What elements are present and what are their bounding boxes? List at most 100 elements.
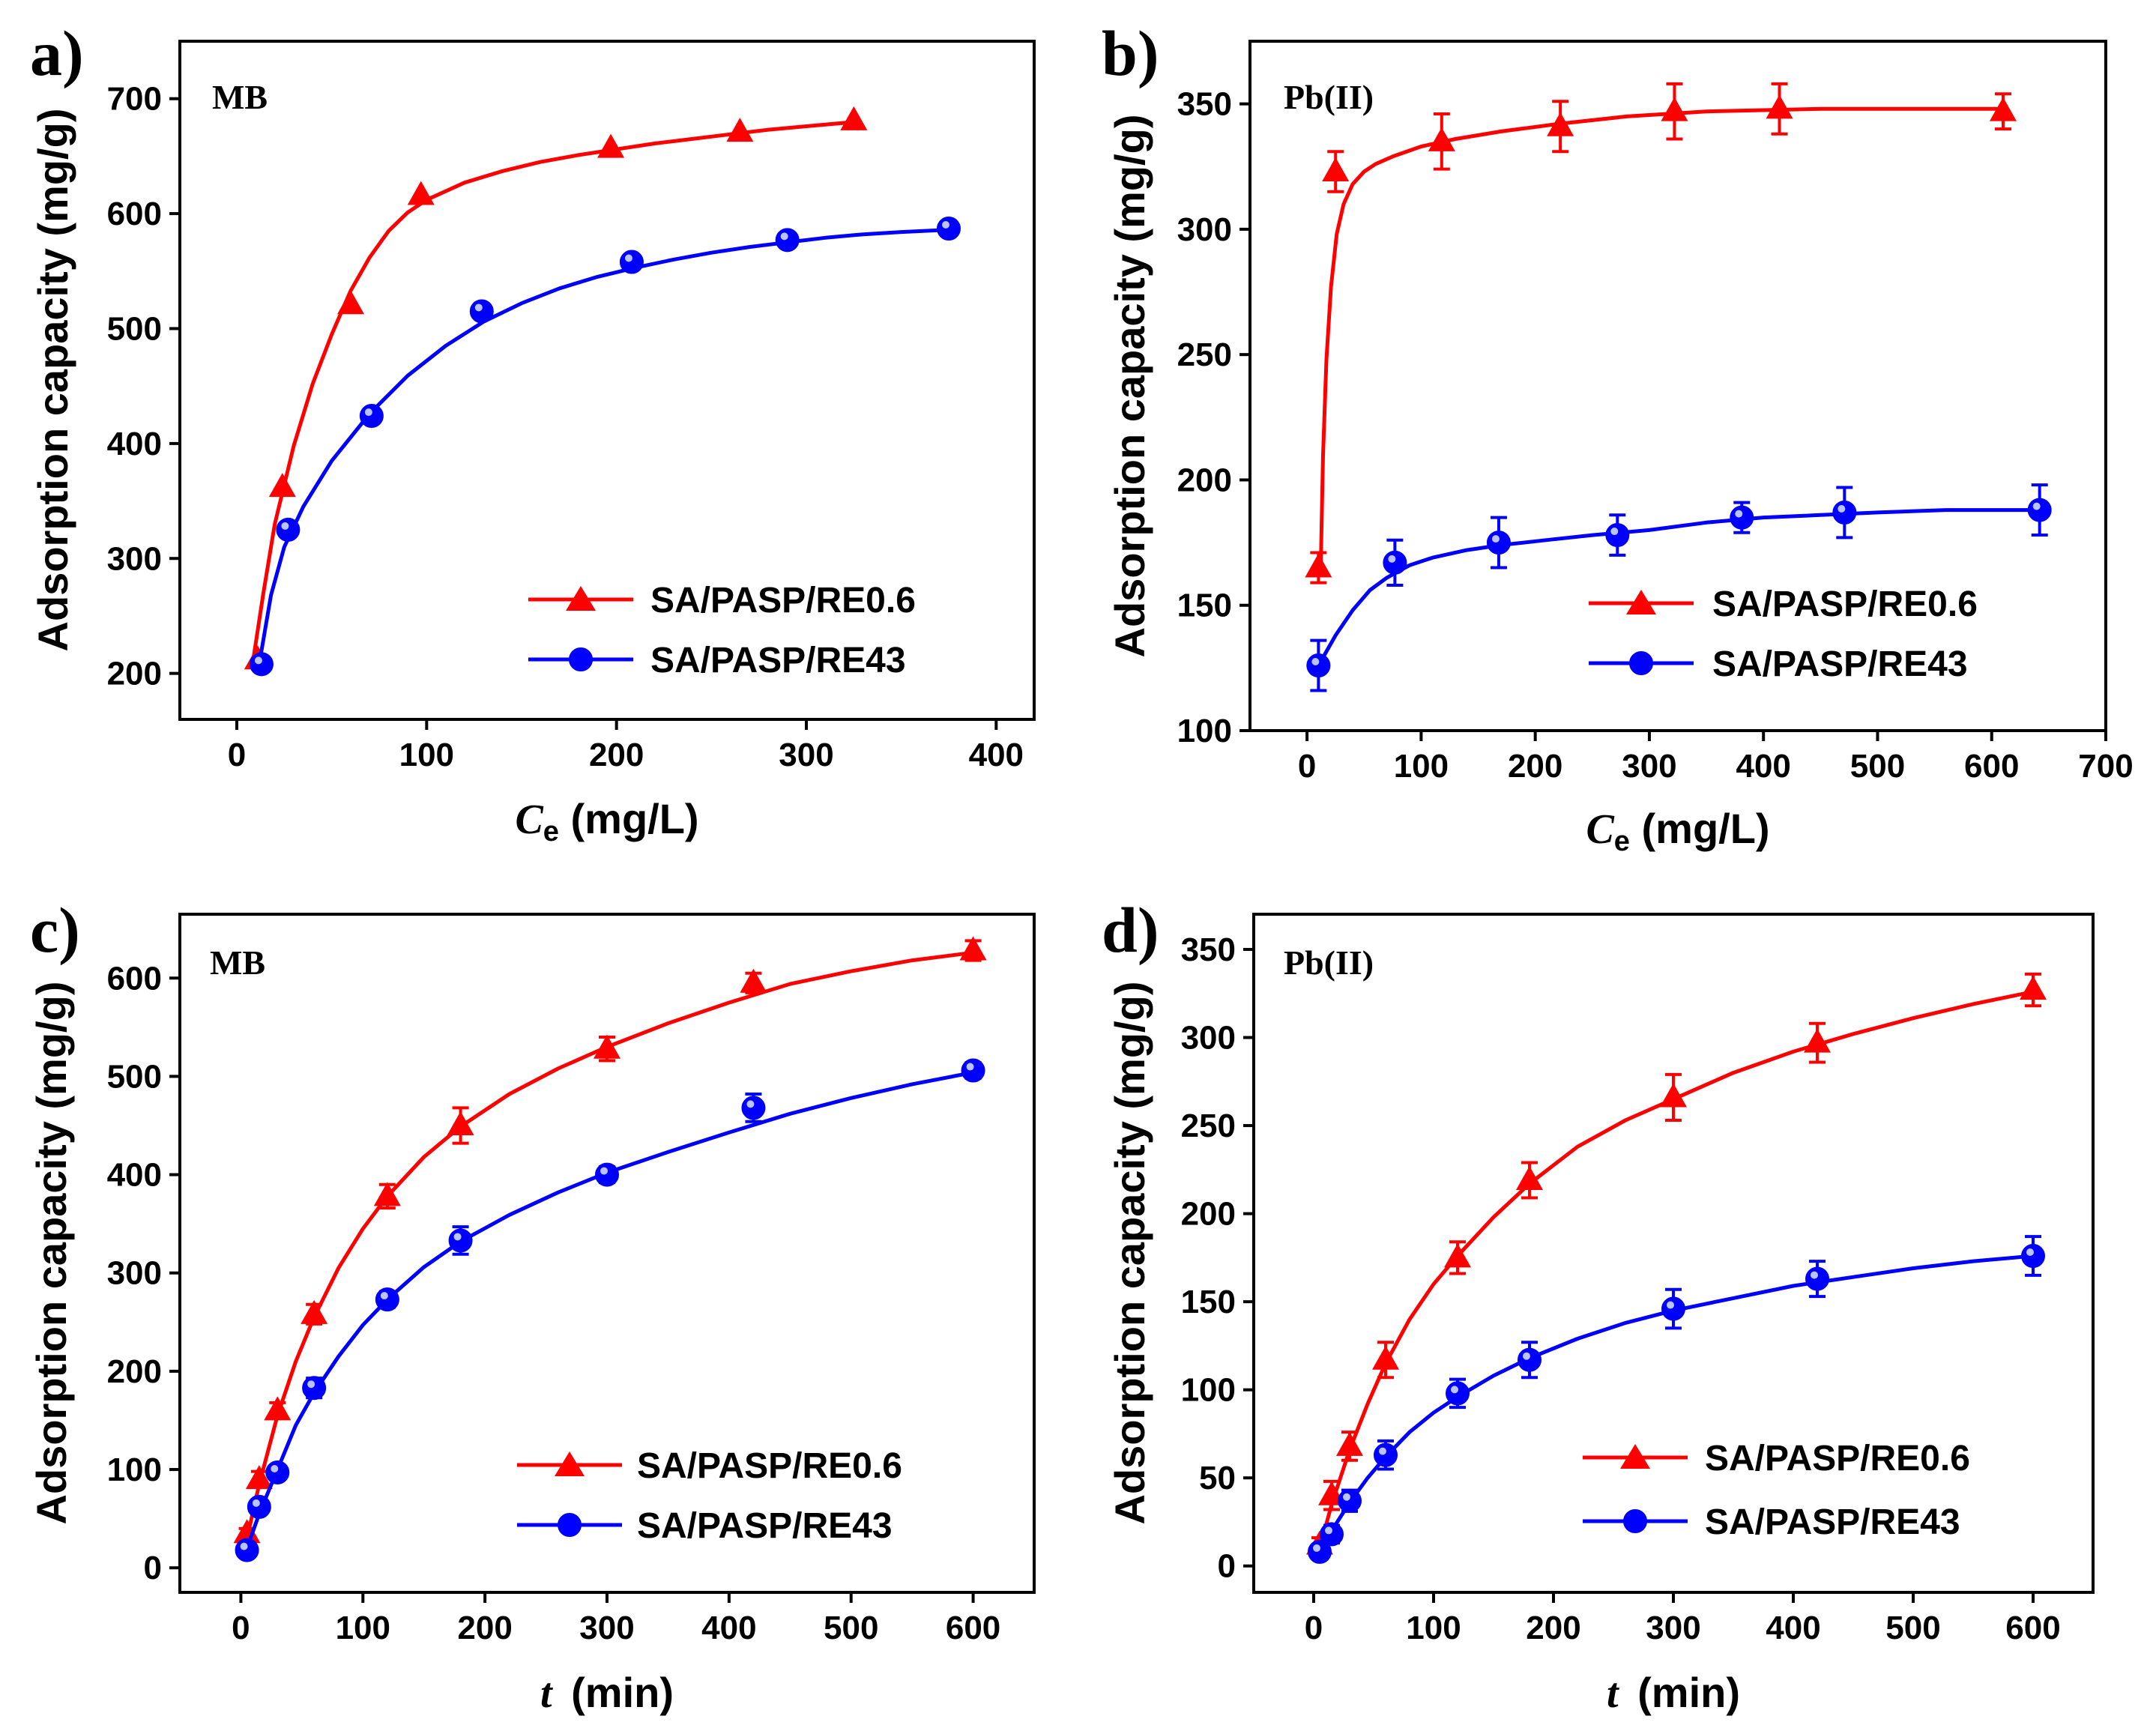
panel-c-data-point-re43 — [375, 1287, 399, 1312]
panel-b-data-point-re06 — [1305, 553, 1332, 578]
panel-c-data-point-re06 — [594, 1034, 620, 1059]
panel-b-data-point-re43 — [1730, 505, 1754, 530]
panel-b-legend-label-re06: SA/PASP/RE0.6 — [1712, 584, 1978, 624]
panel-d-data-point-re06 — [1516, 1165, 1543, 1190]
panel-c-legend-circle-marker — [558, 1513, 582, 1537]
panel-d-letter: d) — [1102, 894, 1159, 966]
panel-d-data-point-highlight-re43 — [1451, 1386, 1458, 1394]
panel-a-data-point-highlight-re43 — [780, 232, 788, 241]
panel-a-legend-label-re06: SA/PASP/RE0.6 — [650, 581, 916, 620]
panel-d-data-point-highlight-re43 — [2026, 1248, 2034, 1257]
panel-c-x-tick-label: 500 — [824, 1610, 878, 1646]
panel-a-y-tick-label: 500 — [107, 310, 162, 347]
panel-b-x-tick-label: 600 — [1964, 748, 2019, 785]
panel-c-y-tick-label: 600 — [107, 960, 162, 997]
panel-d-x-tick-label: 200 — [1526, 1610, 1580, 1646]
panel-d-y-tick-label: 100 — [1181, 1372, 1236, 1409]
panel-d-data-point-highlight-re43 — [1379, 1447, 1386, 1455]
panel-a-data-point-re43 — [249, 652, 274, 677]
panel-c-x-tick-label: 600 — [946, 1610, 1000, 1646]
panel-b-data-point-re06 — [1428, 127, 1455, 151]
panel-d-data-point-re06 — [1804, 1028, 1831, 1053]
panel-a-data-point-re06 — [407, 181, 435, 205]
panel-d-legend-label-re43: SA/PASP/RE43 — [1705, 1502, 1960, 1542]
panel-a-data-point-highlight-re43 — [281, 522, 289, 530]
panel-a-data-point-re43 — [359, 404, 384, 429]
panel-d-data-point-re06 — [1372, 1345, 1399, 1370]
panel-c-legend-label-re06: SA/PASP/RE0.6 — [637, 1446, 902, 1486]
panel-b-x-tick-label: 300 — [1622, 748, 1676, 785]
panel-a-data-point-re06 — [337, 290, 364, 315]
panel-b-data-point-re43 — [1605, 523, 1630, 548]
panel-c-data-point-highlight-re43 — [271, 1464, 279, 1472]
panel-a-x-axis-symbol: C — [515, 797, 543, 843]
panel-c-y-tick-label: 200 — [107, 1353, 162, 1390]
panel-c-data-point-re06 — [301, 1299, 328, 1324]
panel-c-x-tick-label: 300 — [579, 1610, 634, 1646]
panel-d-data-point-re43 — [1320, 1522, 1344, 1547]
panel-d-x-tick-label: 400 — [1766, 1610, 1820, 1646]
panel-b-data-point-highlight-re43 — [1838, 504, 1846, 513]
panel-c-x-axis-unit: (min) — [560, 1669, 674, 1716]
panel-c-data-point-highlight-re43 — [746, 1100, 755, 1108]
panel-b-fit-curve-re43 — [1317, 508, 2040, 667]
panel-a-data-point-re06 — [597, 133, 625, 158]
panel-b-data-point-re06 — [1766, 94, 1793, 119]
panel-b-y-tick-label: 250 — [1177, 336, 1232, 373]
panel-b-data-point-highlight-re43 — [2032, 502, 2041, 510]
panel-a-legend: SA/PASP/RE0.6 SA/PASP/RE43 — [528, 581, 916, 680]
panel-d-legend-label-re06: SA/PASP/RE0.6 — [1705, 1439, 1970, 1478]
panel-a-x-axis-unit: (mg/L) — [559, 795, 699, 842]
panel-a-y-tick-label: 600 — [107, 196, 162, 232]
panel-b-data-point-re43 — [1486, 531, 1511, 555]
panel-a-y-tick-label: 200 — [107, 656, 162, 692]
panel-b-data-point-re43 — [1383, 550, 1407, 575]
panel-d-data-point-re06 — [1660, 1083, 1687, 1108]
panel-a-x-tick-label: 300 — [779, 737, 833, 773]
panel-c-data-point-re43 — [448, 1228, 473, 1253]
panel-b-plot-frame — [1248, 40, 2107, 732]
panel-b-x-axis-symbol: C — [1586, 806, 1614, 853]
panel-a-letter: a) — [30, 17, 84, 89]
panel-c-data-point-re43 — [302, 1376, 327, 1401]
panel-c-data-point-re06 — [447, 1111, 474, 1135]
panel-c-data-point-highlight-re43 — [380, 1292, 388, 1300]
panel-d-data-point-re43 — [1805, 1266, 1829, 1291]
panel-c: c) MB Adsorption capacity (mg/g) t (min)… — [28, 894, 1036, 1717]
panel-b-y-tick-label: 300 — [1177, 211, 1232, 248]
panel-b-y-tick-label: 350 — [1177, 86, 1232, 123]
panel-b-x-tick-label: 200 — [1508, 748, 1562, 785]
panel-c-legend-label-re43: SA/PASP/RE43 — [637, 1506, 893, 1546]
panel-a-x-axis-title: Ce (mg/L) — [515, 795, 698, 848]
panel-d: d) Pb(II) Adsorption capacity (mg/g) t (… — [1102, 894, 2095, 1717]
panel-b-data-point-highlight-re43 — [1311, 658, 1320, 666]
panel-c-x-tick-label: 200 — [457, 1610, 512, 1646]
panel-d-y-tick-label: 300 — [1181, 1020, 1236, 1057]
panel-c-data-point-re43 — [595, 1162, 619, 1187]
panel-b-legend: SA/PASP/RE0.6 SA/PASP/RE43 — [1589, 584, 1978, 684]
panel-d-y-tick-label: 150 — [1181, 1284, 1236, 1320]
panel-c-data-point-re43 — [265, 1460, 290, 1484]
panel-b-letter: b) — [1102, 17, 1159, 89]
panel-a-data-point-re43 — [276, 517, 301, 542]
panel-c-data-point-re43 — [235, 1538, 259, 1562]
panel-c-data-point-re06 — [233, 1519, 261, 1544]
panel-a-legend-triangle-marker — [566, 586, 596, 611]
panel-c-legend-triangle-marker — [555, 1451, 585, 1476]
panel-d-data-point-re43 — [1374, 1443, 1398, 1467]
panel-c-data-point-highlight-re43 — [600, 1167, 608, 1175]
panel-b-data-point-re06 — [1322, 157, 1350, 181]
panel-b-data-point-re06 — [1989, 97, 2017, 121]
panel-b: b) Pb(II) Adsorption capacity (mg/g) Ce … — [1102, 17, 2134, 857]
panel-b-legend-triangle-marker — [1626, 590, 1656, 614]
panel-b-data-point-highlight-re43 — [1735, 510, 1743, 518]
panel-b-data-point-re43 — [1306, 653, 1331, 678]
panel-a-data-point-re43 — [937, 217, 961, 241]
panel-a-data-point-re06 — [268, 473, 296, 498]
panel-a-y-tick-label: 400 — [107, 426, 162, 462]
panel-a-x-tick-label: 400 — [969, 737, 1024, 773]
panel-a-data-point-re43 — [469, 299, 494, 324]
panel-d-data-point-re43 — [1518, 1347, 1541, 1372]
